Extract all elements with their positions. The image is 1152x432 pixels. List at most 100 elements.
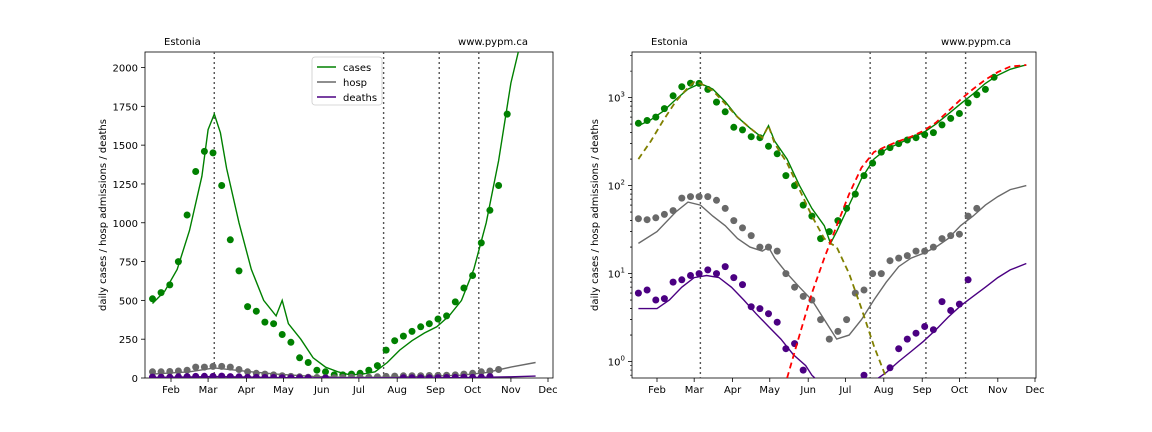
data-point-hosp xyxy=(773,247,781,255)
data-point-hosp xyxy=(834,327,842,335)
data-point-deaths xyxy=(244,373,252,378)
data-point-hosp xyxy=(244,368,252,376)
data-point-hosp xyxy=(843,316,851,324)
y-tick-label: 1500 xyxy=(113,141,138,152)
data-point-hosp xyxy=(495,366,503,373)
series-line-model-3 xyxy=(637,81,888,378)
y-tick-label: 0 xyxy=(132,374,138,385)
data-point-hosp xyxy=(765,243,772,251)
data-point-cases xyxy=(209,149,217,157)
x-tick-label: Nov xyxy=(988,385,1008,396)
data-point-deaths xyxy=(921,323,929,330)
data-point-cases xyxy=(773,150,781,158)
x-tick-label: Apr xyxy=(238,385,256,396)
data-point-hosp xyxy=(895,254,903,262)
data-point-hosp xyxy=(791,283,799,291)
data-point-cases xyxy=(157,289,165,297)
data-point-cases xyxy=(747,133,755,141)
data-point-cases xyxy=(964,99,972,107)
y-tick-label: 2000 xyxy=(113,64,138,75)
data-point-cases xyxy=(678,83,686,91)
data-point-hosp xyxy=(192,363,200,371)
data-point-deaths xyxy=(477,373,485,378)
data-point-deaths xyxy=(417,374,425,378)
data-point-cases xyxy=(166,281,174,289)
data-point-hosp xyxy=(330,374,338,378)
data-point-deaths xyxy=(634,289,642,297)
data-point-hosp xyxy=(678,194,686,202)
data-point-cases xyxy=(434,315,442,323)
data-point-cases xyxy=(200,147,208,155)
data-point-deaths xyxy=(270,374,278,378)
data-point-deaths xyxy=(218,372,226,378)
data-point-hosp xyxy=(799,292,807,300)
data-point-deaths xyxy=(486,373,494,378)
data-point-deaths xyxy=(929,326,937,334)
data-point-cases xyxy=(765,142,772,150)
data-point-hosp xyxy=(643,216,651,224)
data-point-cases xyxy=(192,168,200,175)
data-point-cases xyxy=(391,337,399,345)
data-point-cases xyxy=(929,129,937,137)
series-line-model-4 xyxy=(786,64,1027,378)
data-point-deaths xyxy=(183,373,191,378)
data-point-deaths xyxy=(652,296,660,304)
chart-title-site: www.pypm.ca xyxy=(941,37,1011,48)
legend-label: hosp xyxy=(343,78,367,89)
data-point-cases xyxy=(174,258,182,266)
data-point-hosp xyxy=(964,212,972,220)
data-point-deaths xyxy=(408,374,416,378)
data-point-hosp xyxy=(669,207,677,215)
data-point-cases xyxy=(503,110,511,118)
y-axis-label: daily cases / hosp admissions / deaths xyxy=(98,119,109,311)
data-point-cases xyxy=(149,295,156,303)
data-point-hosp xyxy=(183,366,191,374)
plot-area xyxy=(631,51,1037,379)
data-point-deaths xyxy=(235,373,243,378)
data-point-hosp xyxy=(687,193,694,201)
data-point-hosp xyxy=(903,252,911,260)
x-tick-label: Mar xyxy=(199,385,219,396)
data-point-hosp xyxy=(218,362,226,370)
data-point-cases xyxy=(981,85,989,93)
data-point-hosp xyxy=(313,374,321,378)
data-point-cases xyxy=(417,323,425,331)
data-point-deaths xyxy=(192,372,200,378)
data-point-cases xyxy=(304,359,312,366)
x-tick-label: May xyxy=(759,385,780,396)
data-point-hosp xyxy=(704,193,712,201)
data-point-hosp xyxy=(929,243,937,251)
plot-data xyxy=(149,52,536,378)
y-tick-label: 103 xyxy=(608,91,625,105)
data-point-deaths xyxy=(955,300,963,308)
data-point-hosp xyxy=(739,224,746,232)
data-point-cases xyxy=(808,212,816,220)
data-point-cases xyxy=(895,140,903,148)
data-point-hosp xyxy=(869,270,877,278)
data-point-hosp xyxy=(634,215,642,223)
data-point-cases xyxy=(373,362,381,370)
data-point-cases xyxy=(973,91,981,99)
data-point-cases xyxy=(261,318,269,326)
data-point-deaths xyxy=(669,278,677,286)
data-point-hosp xyxy=(721,204,729,212)
x-tick-label: Jul xyxy=(352,385,365,396)
chart-title-country: Estonia xyxy=(164,37,201,48)
data-point-hosp xyxy=(391,372,399,378)
data-point-hosp xyxy=(756,243,764,251)
data-point-deaths xyxy=(174,373,182,378)
data-point-deaths xyxy=(304,374,312,378)
data-point-cases xyxy=(643,117,651,124)
data-point-hosp xyxy=(947,232,955,240)
data-point-hosp xyxy=(955,230,963,238)
data-point-hosp xyxy=(782,270,790,278)
data-point-cases xyxy=(782,172,790,180)
data-point-deaths xyxy=(912,329,920,337)
data-point-deaths xyxy=(209,372,217,378)
data-point-deaths xyxy=(739,281,746,289)
series-line-deaths xyxy=(638,262,1027,378)
plot-data xyxy=(634,64,1027,378)
data-point-hosp xyxy=(973,204,981,212)
data-point-deaths xyxy=(469,373,477,378)
data-point-hosp xyxy=(713,196,720,204)
